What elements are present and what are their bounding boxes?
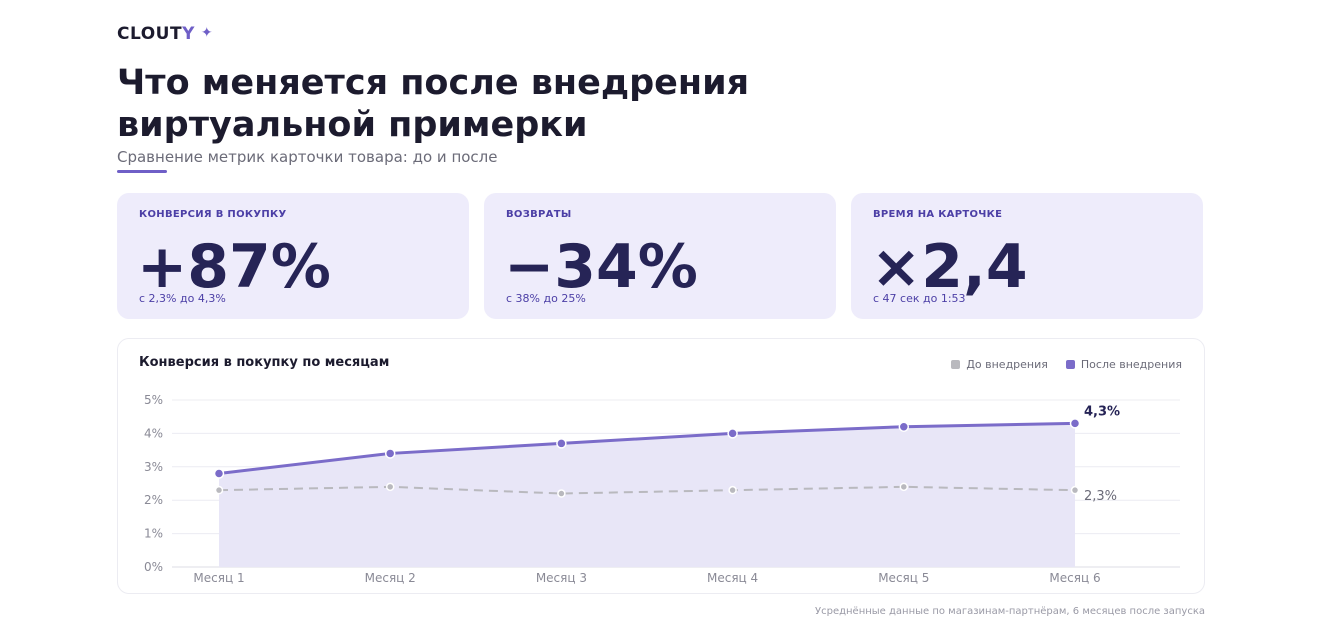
after-series-area bbox=[219, 423, 1075, 567]
before-data-point bbox=[557, 489, 566, 498]
after-data-point bbox=[384, 448, 396, 459]
metric-note: с 47 сек до 1:53 bbox=[873, 292, 966, 305]
chart-legend: До внедрения После внедрения bbox=[951, 358, 1182, 371]
after-data-point bbox=[898, 421, 910, 432]
brand-logo: CLOUTY ✦ bbox=[117, 24, 213, 44]
chart-panel: Конверсия в покупку по месяцам До внедре… bbox=[117, 338, 1205, 594]
page-title: Что меняется после внедрения виртуальной… bbox=[117, 63, 750, 145]
after-data-point bbox=[1069, 418, 1081, 429]
y-tick-label: 0% bbox=[144, 560, 163, 574]
brand-name: CLOUT bbox=[117, 24, 183, 44]
before-end-label: 2,3% bbox=[1084, 489, 1117, 504]
metric-label: ВРЕМЯ НА КАРТОЧКЕ bbox=[873, 209, 1003, 220]
legend-swatch-after bbox=[1065, 360, 1075, 369]
before-data-point bbox=[1070, 485, 1080, 495]
chart-title: Конверсия в покупку по месяцам bbox=[139, 355, 390, 370]
legend-swatch-before bbox=[951, 360, 961, 369]
before-data-point bbox=[899, 482, 909, 492]
y-tick-label: 3% bbox=[144, 460, 163, 474]
after-end-label: 4,3% bbox=[1084, 404, 1120, 419]
legend-item-after: После внедрения bbox=[1065, 358, 1182, 371]
metric-value: −34% bbox=[504, 232, 698, 302]
y-tick-label: 2% bbox=[144, 493, 163, 507]
page-subtitle: Сравнение метрик карточки товара: до и п… bbox=[117, 148, 498, 166]
after-series-line bbox=[218, 421, 1076, 475]
after-data-point bbox=[556, 438, 567, 449]
metric-note: с 2,3% до 4,3% bbox=[139, 292, 226, 305]
metric-card-returns: ВОЗВРАТЫ −34% с 38% до 25% bbox=[484, 193, 836, 319]
x-tick-label: Месяц 6 bbox=[1049, 571, 1100, 585]
metric-card-time: ВРЕМЯ НА КАРТОЧКЕ ×2,4 с 47 сек до 1:53 bbox=[851, 193, 1203, 319]
metric-card-conversion: КОНВЕРСИЯ В ПОКУПКУ +87% с 2,3% до 4,3% bbox=[117, 193, 469, 319]
title-underline bbox=[117, 170, 167, 173]
sparkle-icon: ✦ bbox=[200, 25, 214, 41]
before-series-line bbox=[218, 485, 1076, 495]
metric-value: +87% bbox=[137, 232, 331, 302]
after-data-point bbox=[213, 468, 225, 479]
line-chart: 0% 1% 2% 3% 4% 5% Месяц 1 Месяц 2 Месяц 3 Месяц 4… bbox=[144, 393, 1180, 585]
metric-note: с 38% до 25% bbox=[506, 292, 586, 305]
after-data-point bbox=[727, 428, 738, 439]
metric-label: КОНВЕРСИЯ В ПОКУПКУ bbox=[139, 209, 287, 220]
x-tick-label: Месяц 2 bbox=[365, 571, 416, 585]
before-data-point bbox=[385, 482, 395, 492]
metric-value: ×2,4 bbox=[871, 232, 1028, 302]
x-tick-label: Месяц 4 bbox=[707, 571, 758, 585]
x-tick-label: Месяц 5 bbox=[878, 571, 929, 585]
x-tick-label: Месяц 3 bbox=[536, 571, 587, 585]
y-tick-label: 4% bbox=[144, 426, 163, 440]
metric-cards: КОНВЕРСИЯ В ПОКУПКУ +87% с 2,3% до 4,3% … bbox=[117, 193, 1205, 319]
legend-item-before: До внедрения bbox=[951, 358, 1048, 371]
footer-note: Усреднённые данные по магазинам-партнёра… bbox=[815, 606, 1205, 617]
y-tick-label: 5% bbox=[144, 393, 163, 407]
brand-name-accent: Y bbox=[182, 24, 195, 44]
metric-label: ВОЗВРАТЫ bbox=[506, 209, 572, 220]
x-tick-label: Месяц 1 bbox=[193, 571, 244, 585]
before-data-point bbox=[728, 485, 737, 495]
legend-label-before: До внедрения bbox=[966, 358, 1048, 371]
before-data-point bbox=[214, 485, 224, 495]
y-tick-label: 1% bbox=[144, 527, 163, 541]
legend-label-after: После внедрения bbox=[1080, 358, 1182, 371]
